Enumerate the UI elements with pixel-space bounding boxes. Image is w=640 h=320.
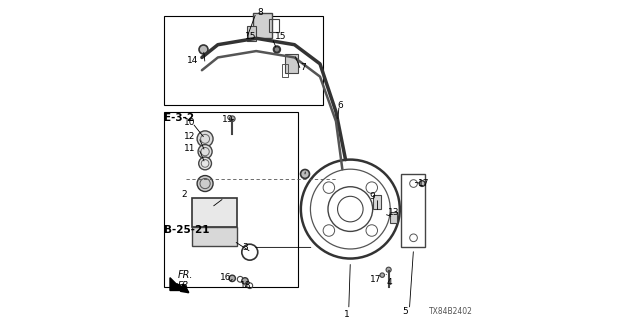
Bar [246, 26, 256, 42]
Circle shape [301, 170, 310, 179]
Text: 17: 17 [418, 179, 429, 188]
Bar [269, 19, 278, 32]
Bar [373, 195, 381, 209]
Circle shape [419, 181, 425, 187]
Text: FR.: FR. [178, 281, 192, 290]
Bar [401, 174, 426, 247]
Bar [164, 112, 298, 287]
Polygon shape [170, 278, 183, 291]
Text: 5: 5 [403, 307, 408, 316]
Bar [193, 198, 237, 227]
Text: FR.: FR. [178, 270, 193, 280]
Text: 14: 14 [187, 56, 198, 65]
Text: 15: 15 [245, 32, 257, 41]
Text: 10: 10 [184, 118, 196, 127]
Text: 1: 1 [344, 310, 349, 319]
Text: 9: 9 [369, 192, 375, 201]
Circle shape [198, 145, 212, 159]
Text: 3: 3 [242, 243, 248, 252]
Circle shape [274, 46, 280, 53]
Text: 13: 13 [388, 208, 399, 217]
Circle shape [198, 157, 211, 170]
Circle shape [197, 131, 213, 147]
Circle shape [229, 275, 236, 282]
Text: 18: 18 [239, 281, 251, 290]
Text: 8: 8 [257, 8, 263, 17]
Text: 6: 6 [337, 101, 343, 110]
Bar [253, 13, 272, 38]
Circle shape [380, 273, 385, 277]
Bar [282, 64, 288, 76]
Text: E-3-2: E-3-2 [164, 113, 194, 123]
Bar [164, 16, 323, 105]
Bar [193, 227, 237, 246]
Circle shape [242, 278, 248, 284]
Text: 4: 4 [387, 278, 392, 287]
Text: 2: 2 [181, 190, 187, 199]
Text: 16: 16 [220, 273, 231, 282]
Text: TX84B2402: TX84B2402 [429, 307, 472, 316]
Circle shape [199, 45, 208, 54]
Text: 12: 12 [184, 132, 195, 141]
Text: B-25-21: B-25-21 [164, 225, 209, 235]
Circle shape [197, 176, 213, 191]
Bar [285, 54, 298, 73]
Text: 11: 11 [184, 144, 196, 153]
Text: 19: 19 [221, 115, 233, 124]
Circle shape [229, 116, 235, 122]
Text: 7: 7 [300, 62, 306, 72]
Text: 17: 17 [370, 275, 381, 284]
Text: 15: 15 [275, 32, 287, 41]
Bar [390, 212, 397, 223]
Circle shape [386, 267, 391, 272]
